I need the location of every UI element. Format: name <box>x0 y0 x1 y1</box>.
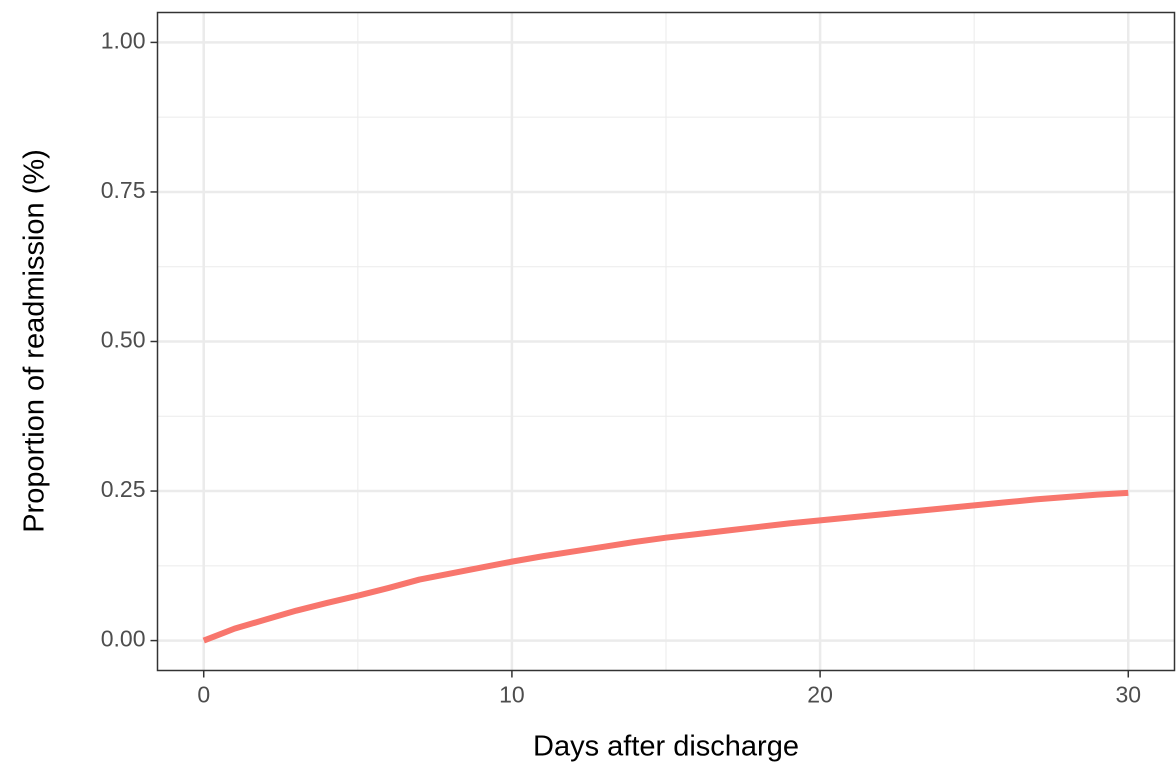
plot-area <box>202 489 1129 644</box>
x-tick-label: 10 <box>499 682 525 708</box>
y-tick-label: 0.00 <box>101 626 146 652</box>
x-tick-label: 0 <box>197 682 210 708</box>
y-tick-label: 1.00 <box>101 27 146 53</box>
grid <box>157 12 1175 671</box>
y-axis-title: Proportion of readmission (%) <box>19 149 51 533</box>
y-tick-label: 0.50 <box>101 327 146 353</box>
x-tick-label: 20 <box>807 682 833 708</box>
y-tick-label: 0.25 <box>101 476 146 502</box>
y-tick-label: 0.75 <box>101 177 146 203</box>
line <box>202 489 1129 644</box>
x-tick-label: 30 <box>1115 682 1141 708</box>
x-axis-title: Days after discharge <box>533 731 799 763</box>
